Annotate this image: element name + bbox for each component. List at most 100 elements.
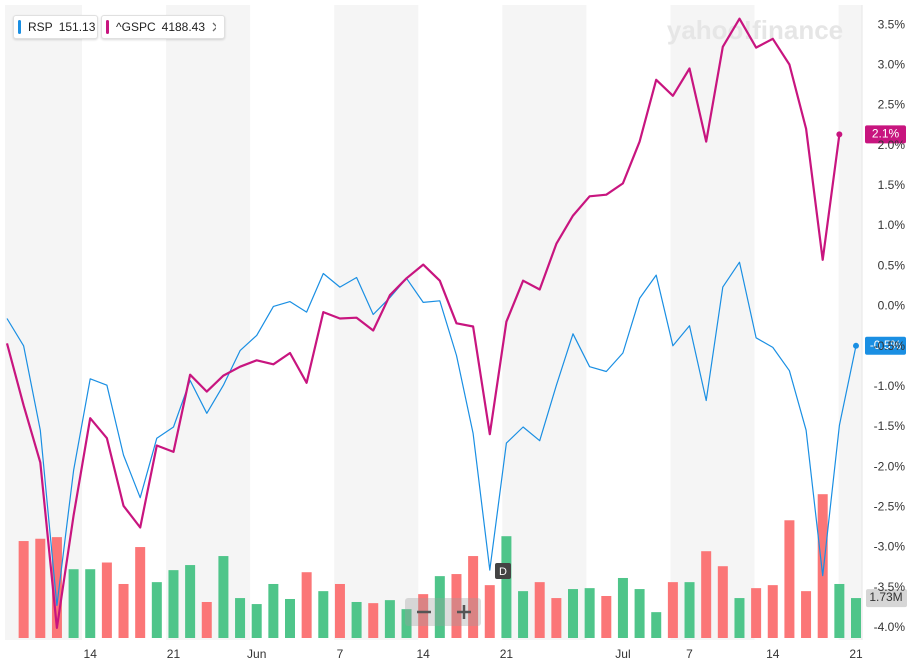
- end-label: -0.5%: [870, 338, 902, 352]
- band: [502, 5, 587, 640]
- volume-bar: [151, 582, 162, 638]
- volume-bar: [318, 591, 329, 638]
- volume-bar: [201, 601, 212, 638]
- legend-price: 151.13: [58, 20, 96, 34]
- x-tick-label: 21: [500, 647, 514, 661]
- legend-swatch: [18, 20, 21, 34]
- y-tick-label: -4.0%: [874, 620, 906, 634]
- volume-bar: [468, 556, 479, 638]
- volume-label: 1.73M: [869, 590, 902, 604]
- end-label: 2.1%: [872, 127, 900, 141]
- volume-bar: [401, 609, 412, 638]
- x-tick-label: 14: [416, 647, 430, 661]
- x-tick-label: 14: [84, 647, 98, 661]
- y-tick-label: 2.0%: [878, 138, 906, 152]
- event-marker[interactable]: D: [495, 563, 511, 579]
- volume-bar: [601, 595, 612, 638]
- volume-bar: [168, 570, 179, 638]
- volume-bar: [801, 591, 812, 638]
- week-bands: [5, 5, 862, 640]
- volume-bar: [268, 583, 279, 638]
- volume-bar: [118, 583, 129, 638]
- y-tick-label: -3.0%: [874, 540, 906, 554]
- y-tick-label: -2.0%: [874, 459, 906, 473]
- y-tick-label: 1.5%: [878, 178, 906, 192]
- volume-bar: [767, 585, 778, 638]
- volume-bar: [35, 538, 46, 638]
- legend-swatch: [106, 20, 109, 34]
- volume-bar: [518, 591, 529, 638]
- legend-item[interactable]: ^GSPC 4188.43: [101, 15, 225, 39]
- volume-bar: [651, 612, 662, 638]
- x-tick-label: 7: [337, 647, 344, 661]
- end-label-box: [865, 336, 906, 355]
- remove-icon-path[interactable]: [212, 22, 216, 32]
- end-dot: [853, 342, 859, 349]
- axes: 3.5% 3.0% 2.5% 2.0% 1.5% 1.0% 0.5% 0.0% -0.5% -1.…: [84, 17, 906, 661]
- volume-bar: [701, 551, 712, 638]
- legend-name: RSP: [28, 20, 53, 34]
- volume-bar: [185, 565, 196, 638]
- volume-bar: [18, 541, 29, 638]
- legend-name: ^GSPC: [116, 20, 156, 34]
- volume-bar: [751, 588, 762, 638]
- volume-bar: [68, 569, 79, 638]
- volume-bar: [501, 536, 512, 638]
- x-tick-label: 21: [167, 647, 181, 661]
- volume-bar: [451, 574, 462, 638]
- zoom-control[interactable]: [405, 598, 481, 626]
- volume-bar: [301, 572, 312, 638]
- event-label[interactable]: D: [499, 566, 507, 578]
- x-tick-label: 14: [766, 647, 780, 661]
- volume-bar: [551, 598, 562, 638]
- end-labels: 1.73M -0.5% 2.1%: [836, 125, 907, 608]
- watermark: yahoo!finance: [667, 15, 843, 45]
- volume-bars: [18, 494, 861, 638]
- event-box[interactable]: [495, 563, 511, 579]
- volume-bar: [51, 537, 62, 638]
- legend-price: 4188.43: [161, 20, 206, 34]
- volume-label-box: [866, 589, 907, 608]
- series-line: [5, 17, 841, 629]
- volume-bar: [717, 566, 728, 638]
- volume-bar: [667, 582, 678, 638]
- volume-bar: [851, 598, 861, 638]
- remove-icon[interactable]: [212, 22, 216, 32]
- y-tick-label: -1.0%: [874, 379, 906, 393]
- volume-bar: [218, 556, 229, 638]
- volume-bar: [135, 547, 146, 638]
- lines: [5, 17, 857, 629]
- x-tick-label: Jul: [615, 647, 630, 661]
- volume-bar: [634, 589, 645, 638]
- volume-bar: [285, 598, 295, 638]
- y-tick-label: -1.5%: [874, 419, 906, 433]
- legend-item[interactable]: RSP 151.13: [13, 15, 98, 39]
- volume-bar: [251, 604, 262, 638]
- band: [166, 5, 251, 640]
- volume-bar: [834, 583, 845, 638]
- y-tick-label: 3.0%: [878, 57, 906, 71]
- volume-bar: [684, 582, 695, 638]
- zoom-box[interactable]: [405, 598, 481, 626]
- volume-bar: [568, 589, 578, 638]
- volume-bar: [484, 585, 495, 638]
- volume-bar: [784, 520, 795, 638]
- x-tick-label: 7: [686, 647, 693, 661]
- y-tick-label: -0.5%: [874, 339, 906, 353]
- band: [838, 5, 862, 640]
- volume-bar: [351, 601, 362, 638]
- x-tick-label: Jun: [247, 647, 266, 661]
- volume-bar: [734, 598, 745, 638]
- end-dot: [836, 131, 843, 138]
- volume-bar: [235, 598, 246, 638]
- y-tick-label: -2.5%: [874, 500, 906, 514]
- y-tick-label: 2.5%: [878, 98, 906, 112]
- volume-bar: [334, 583, 345, 638]
- volume-bar: [384, 600, 395, 638]
- y-tick-label: 1.0%: [878, 218, 906, 232]
- series-line: [6, 261, 857, 606]
- y-tick-label: 3.5%: [878, 17, 906, 31]
- end-label-box: [865, 125, 906, 144]
